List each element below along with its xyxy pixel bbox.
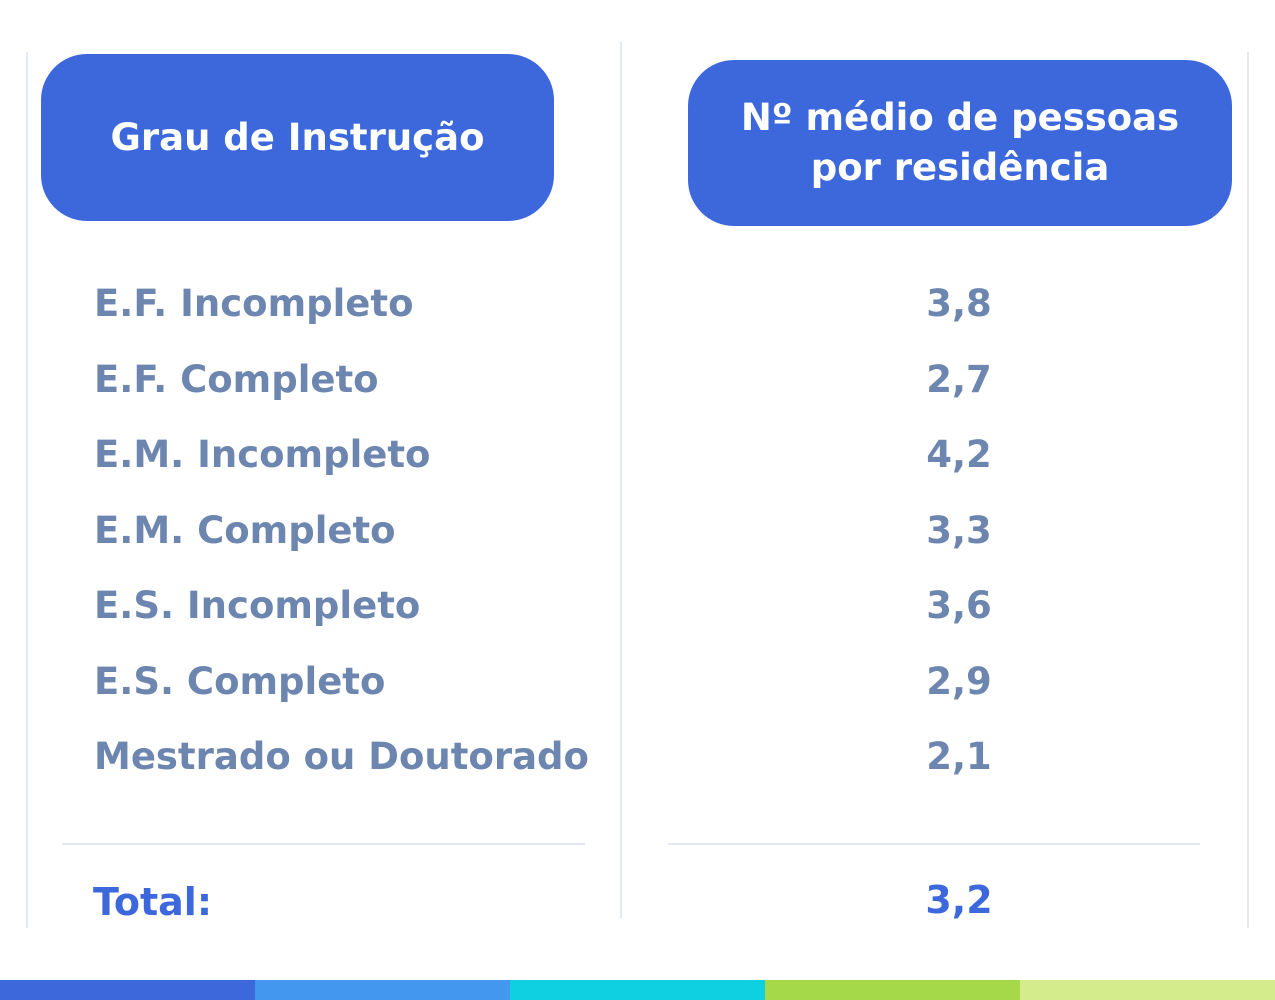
- row-value: 3,3: [926, 508, 992, 552]
- total-value: 3,2: [925, 878, 993, 922]
- row-value: 4,2: [926, 433, 992, 476]
- row-value: 2,9: [926, 659, 992, 703]
- table-row: Mestrado ou Doutorado 2,1: [0, 723, 1275, 799]
- table-row: E.S. Completo 2,9: [0, 648, 1275, 724]
- header-avg-people-label: Nº médio de pessoas por residência: [740, 96, 1180, 189]
- total-divider-left: [62, 843, 585, 845]
- row-value: 3,6: [926, 584, 992, 627]
- bottom-color-bar: [0, 980, 1275, 1000]
- header-education-level-label: Grau de Instrução: [110, 116, 485, 159]
- row-label: E.M. Completo: [94, 508, 396, 552]
- row-label: E.F. Incompleto: [94, 282, 414, 325]
- row-value: 2,1: [926, 735, 992, 778]
- color-bar-segment: [765, 980, 1020, 1000]
- table-row: E.M. Completo 3,3: [0, 497, 1275, 573]
- table-row: E.F. Incompleto 3,8: [0, 270, 1275, 346]
- total-divider-right: [668, 843, 1200, 845]
- total-label: Total:: [93, 880, 213, 924]
- header-education-level: Grau de Instrução: [41, 54, 554, 221]
- table-row: E.M. Incompleto 4,2: [0, 421, 1275, 497]
- row-label: E.F. Completo: [94, 357, 379, 401]
- color-bar-segment: [510, 980, 765, 1000]
- row-value: 2,7: [926, 357, 992, 401]
- color-bar-segment: [1020, 980, 1275, 1000]
- row-label: E.S. Incompleto: [94, 584, 421, 627]
- table-row: E.F. Completo 2,7: [0, 346, 1275, 422]
- column-divider-line: [620, 42, 622, 918]
- color-bar-segment: [255, 980, 510, 1000]
- row-value: 3,8: [926, 282, 992, 325]
- header-avg-people: Nº médio de pessoas por residência: [688, 60, 1232, 226]
- row-label: E.M. Incompleto: [94, 433, 431, 476]
- table-body: E.F. Incompleto 3,8 E.F. Completo 2,7 E.…: [0, 270, 1275, 799]
- right-border-line: [1247, 52, 1249, 928]
- row-label: Mestrado ou Doutorado: [94, 735, 589, 778]
- left-border-line: [26, 52, 28, 928]
- table-row: E.S. Incompleto 3,6: [0, 572, 1275, 648]
- color-bar-segment: [0, 980, 255, 1000]
- row-label: E.S. Completo: [94, 659, 386, 703]
